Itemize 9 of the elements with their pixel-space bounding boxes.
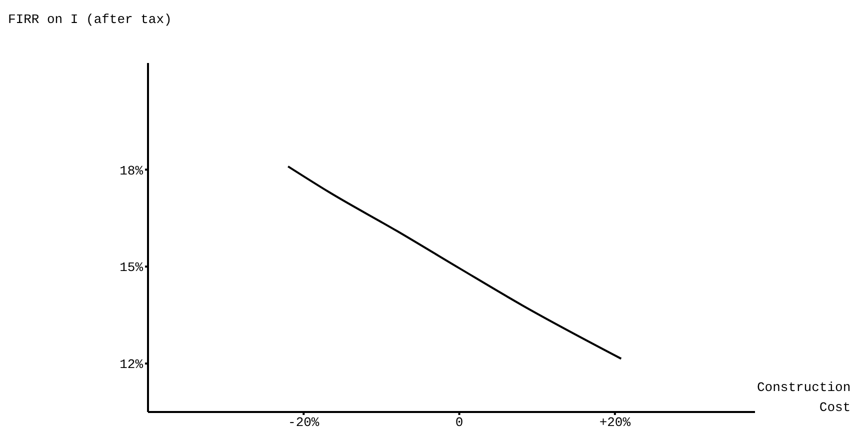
x-tick-label: 0 xyxy=(455,415,464,430)
y-tick-label: 12% xyxy=(120,357,144,372)
x-tick-label: -20% xyxy=(288,415,320,430)
line-series xyxy=(287,165,622,360)
x-tick-label: +20% xyxy=(599,415,631,430)
y-tick-label: 18% xyxy=(120,163,144,178)
y-axis-title: FIRR on I (after tax) xyxy=(8,12,172,27)
y-tick-label: 15% xyxy=(120,260,144,276)
x-axis-title: Construction Cost xyxy=(757,379,851,417)
